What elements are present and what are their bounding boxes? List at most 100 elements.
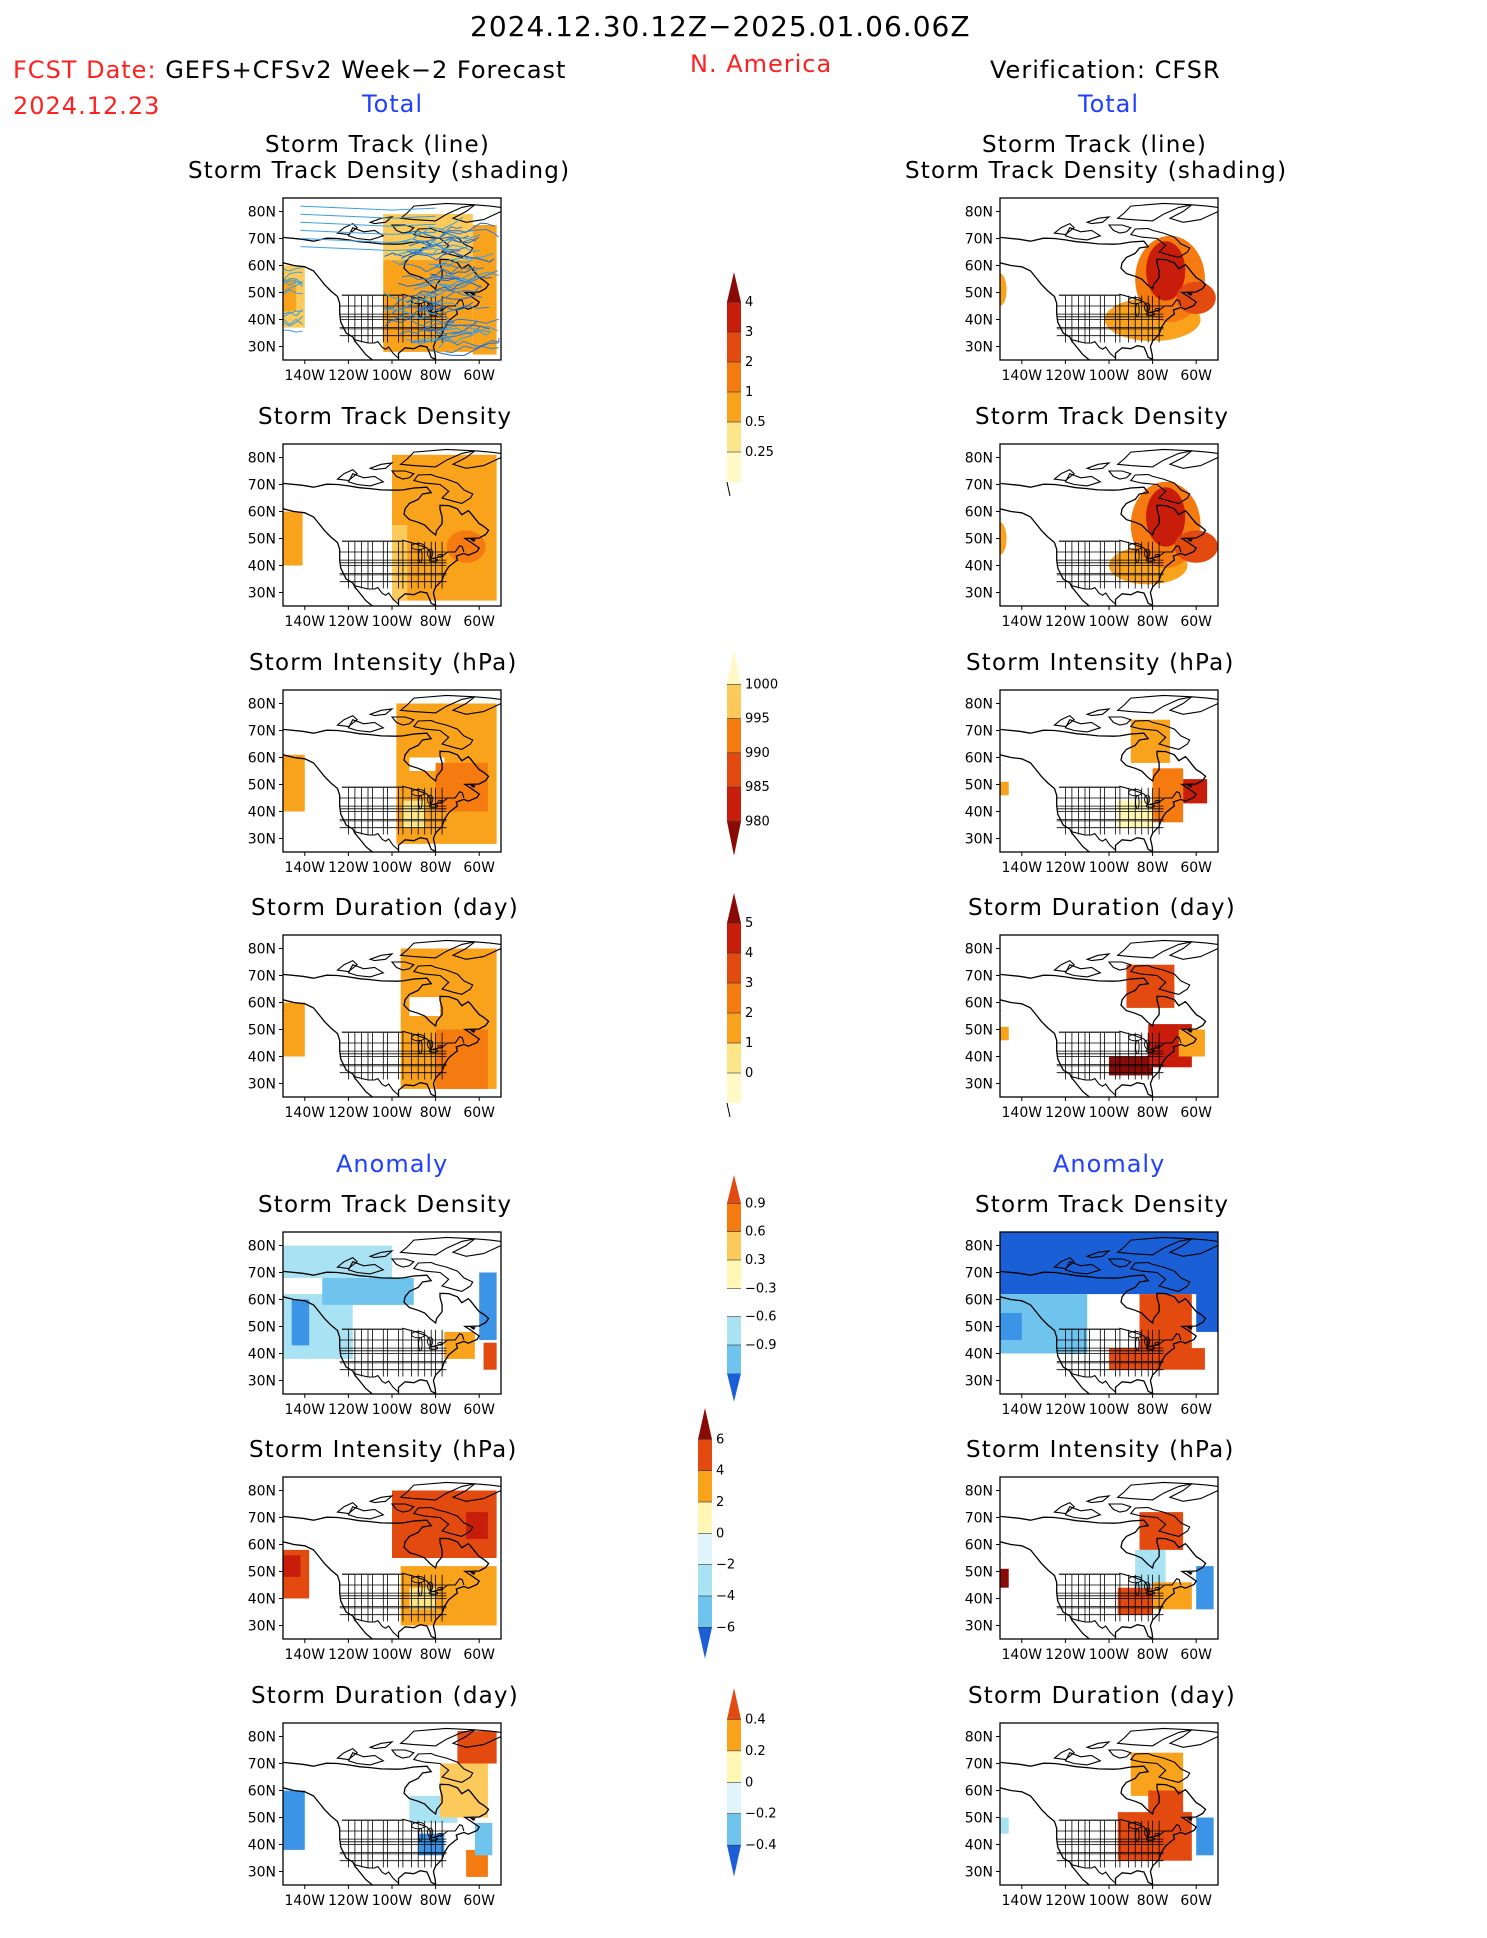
shading-cell: [1196, 1566, 1214, 1610]
lat-label: 30N: [965, 1619, 993, 1635]
colorbar-segment: [727, 332, 741, 362]
coastline-west: [1000, 1296, 1090, 1394]
great-lake: [1154, 1044, 1161, 1049]
colorbar-segment: [727, 302, 741, 332]
coastline-east: [1000, 1761, 1207, 1885]
storm-track-line: [283, 329, 303, 333]
colorbar-label: 985: [745, 780, 770, 795]
lat-label: 70N: [248, 1266, 276, 1282]
island-outline: [1064, 473, 1102, 487]
colorbar-duration-anom: 0.4 0.2 0 −0.2 −0.4: [727, 1688, 777, 1877]
lon-label: 140W: [285, 1402, 326, 1418]
lon-label: 120W: [328, 1893, 369, 1909]
coastline-west: [283, 754, 373, 852]
lat-label: 30N: [248, 1077, 276, 1093]
island-outline: [368, 953, 394, 962]
colorbar-segment: [727, 1043, 741, 1073]
lon-label: 120W: [1045, 614, 1086, 630]
lon-label: 80W: [420, 1402, 452, 1418]
great-lake: [1145, 804, 1156, 809]
lat-label: 40N: [965, 805, 993, 821]
lat-label: 30N: [248, 1865, 276, 1881]
colorbar-label: 2: [745, 1006, 753, 1021]
island-outline: [399, 1236, 475, 1256]
lat-label: 40N: [248, 1592, 276, 1608]
shading-cell: [1000, 1568, 1009, 1588]
title-left-duration: Storm Duration (day): [251, 895, 519, 921]
island-outline: [336, 1256, 358, 1270]
title-left-anom-intensity: Storm Intensity (hPa): [249, 1437, 518, 1463]
great-lake: [1145, 1049, 1156, 1054]
lon-label: 120W: [328, 860, 369, 876]
great-lake: [418, 1336, 423, 1352]
island-outline: [1168, 450, 1218, 469]
island-outline: [1116, 1727, 1192, 1747]
lat-label: 60N: [965, 751, 993, 767]
title-right-track-density-shading: Storm Track Density (shading): [905, 158, 1288, 184]
colorbar-label: −0.2: [745, 1807, 777, 1822]
island-outline: [1053, 1501, 1075, 1515]
island-outline: [1107, 1503, 1132, 1513]
great-lake: [1135, 794, 1140, 810]
lat-label: 80N: [965, 1484, 993, 1500]
lat-label: 60N: [248, 996, 276, 1012]
great-lake: [1128, 1330, 1143, 1339]
lat-label: 80N: [248, 451, 276, 467]
colorbar-label: 2: [716, 1495, 724, 1510]
lat-label: 80N: [965, 697, 993, 713]
island-outline: [399, 448, 475, 468]
island-outline: [1168, 941, 1218, 960]
colorbar-label: 4: [716, 1464, 724, 1479]
colorbar-label: 4: [745, 946, 753, 961]
lon-label: 100W: [1089, 1402, 1130, 1418]
island-outline: [1116, 448, 1192, 468]
lat-label: 80N: [248, 1239, 276, 1255]
great-lake: [1135, 548, 1140, 564]
storm-track-line: [390, 306, 450, 320]
fcst-date: 2024.12.23: [13, 92, 161, 120]
great-lake: [418, 1827, 423, 1843]
lon-label: 120W: [1045, 1105, 1086, 1121]
island-outline: [1187, 538, 1193, 542]
great-lake: [1145, 558, 1156, 563]
colorbar-segment: [727, 718, 741, 753]
island-outline: [1116, 694, 1192, 714]
storm-track-line: [300, 205, 436, 211]
great-lake: [428, 1837, 439, 1842]
shading-cell: [283, 279, 297, 312]
storm-track-line: [426, 240, 481, 253]
great-lake: [1154, 799, 1161, 804]
island-outline: [1053, 468, 1075, 482]
island-outline: [1107, 470, 1132, 480]
island-outline: [451, 1729, 501, 1748]
great-lake: [1135, 1827, 1140, 1843]
lon-label: 100W: [372, 860, 413, 876]
shading-cell: [1130, 719, 1171, 763]
island-outline: [1053, 222, 1075, 236]
lon-label: 100W: [1089, 1647, 1130, 1663]
map-panel-L_intensity: 80N 70N 60N 50N 40N 30N 140W 120W 100W 80W 60W: [248, 689, 502, 876]
lat-label: 40N: [248, 1838, 276, 1854]
island-outline: [336, 468, 358, 482]
colorbar-segment: [727, 392, 741, 422]
great-lake: [1145, 1591, 1156, 1596]
storm-track-line: [428, 342, 499, 357]
us-mexico-border: [354, 1618, 399, 1638]
lon-label: 140W: [285, 368, 326, 384]
lat-label: 60N: [965, 259, 993, 275]
colorbar-bottom-arrow: [698, 1627, 712, 1659]
great-lake: [1144, 1581, 1151, 1592]
coastline-east: [1000, 482, 1207, 606]
colorbar-segment: [698, 1533, 712, 1565]
colorbar-label: 2: [745, 355, 753, 370]
storm-track-line: [283, 308, 303, 317]
island-outline: [1187, 1029, 1193, 1033]
us-mexico-border: [354, 1373, 399, 1393]
lat-label: 70N: [248, 232, 276, 248]
lat-label: 30N: [248, 832, 276, 848]
lon-label: 80W: [420, 368, 452, 384]
great-lake: [437, 799, 444, 804]
lat-label: 30N: [248, 340, 276, 356]
lon-label: 100W: [1089, 368, 1130, 384]
lat-label: 30N: [965, 832, 993, 848]
